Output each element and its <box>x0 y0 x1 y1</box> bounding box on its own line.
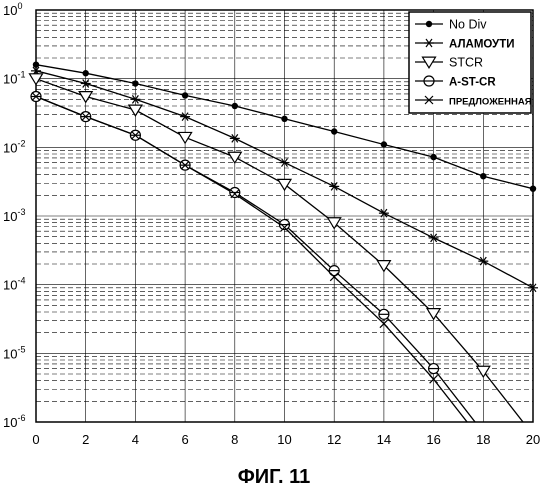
marker-triangle <box>30 74 43 85</box>
y-tick-base: 10 <box>3 278 17 293</box>
x-tick-label: 20 <box>526 432 540 447</box>
marker-dot <box>83 70 89 76</box>
legend-label: STCR <box>449 56 483 70</box>
legend-label: A-ST-CR <box>449 77 496 89</box>
y-tick-base: 10 <box>3 3 17 18</box>
marker-dot <box>480 173 486 179</box>
data-point <box>430 154 436 160</box>
data-point <box>30 74 43 85</box>
marker-triangle <box>179 132 192 143</box>
y-tick-exponent: -2 <box>17 138 25 148</box>
x-tick-label: 16 <box>426 432 440 447</box>
y-tick-exponent: -5 <box>17 344 25 354</box>
y-tick-label: 10-2 <box>3 138 25 155</box>
x-tick-label: 6 <box>181 432 188 447</box>
data-point <box>530 185 536 191</box>
marker-dot <box>430 154 436 160</box>
figure-caption: ФИГ. 11 <box>0 466 548 489</box>
x-tick-label: 2 <box>82 432 89 447</box>
data-point <box>427 309 440 320</box>
data-point <box>230 187 240 197</box>
ber-chart: 02468101214161820 10-610-510-410-310-210… <box>0 0 548 466</box>
data-point <box>132 80 138 86</box>
y-tick-exponent: -4 <box>17 276 25 286</box>
data-point <box>381 141 387 147</box>
y-tick-label: 100 <box>3 1 22 18</box>
marker-dot <box>530 185 536 191</box>
y-tick-base: 10 <box>3 346 17 361</box>
data-point <box>281 116 287 122</box>
x-tick-label: 12 <box>327 432 341 447</box>
x-tick-label: 14 <box>377 432 391 447</box>
x-tick-label: 4 <box>132 432 139 447</box>
data-point <box>83 70 89 76</box>
marker-dot <box>132 80 138 86</box>
data-point <box>232 103 238 109</box>
x-tick-label: 0 <box>32 432 39 447</box>
x-tick-label: 18 <box>476 432 490 447</box>
data-point <box>331 128 337 134</box>
marker-triangle <box>228 152 241 163</box>
legend-marker <box>426 21 432 27</box>
y-tick-exponent: -6 <box>17 413 25 423</box>
y-tick-exponent: 0 <box>17 1 22 11</box>
marker-triangle <box>427 309 440 320</box>
marker-dot <box>281 116 287 122</box>
y-tick-label: 10-4 <box>3 276 25 293</box>
data-point <box>480 173 486 179</box>
legend-label: АЛАМОУТИ <box>449 39 515 51</box>
y-tick-exponent: -3 <box>17 207 25 217</box>
marker-dot <box>182 92 188 98</box>
y-tick-base: 10 <box>3 72 17 87</box>
y-axis: 10-610-510-410-310-210-1100 <box>3 1 25 430</box>
marker-dot <box>232 103 238 109</box>
x-axis: 0 2 4 6 8 10 12 14 16 18 20 <box>32 432 540 447</box>
marker-triangle <box>477 366 490 377</box>
data-point <box>228 152 241 163</box>
x-tick-label: 10 <box>277 432 291 447</box>
legend: No Div АЛАМОУТИ STCR A-ST-CR ПРЕДЛОЖЕННАЯ <box>409 12 532 113</box>
data-point <box>129 105 142 116</box>
legend-label: ПРЕДЛОЖЕННАЯ <box>449 97 532 108</box>
y-tick-label: 10-6 <box>3 413 25 430</box>
marker-dot <box>381 141 387 147</box>
y-tick-exponent: -1 <box>17 70 25 80</box>
y-tick-label: 10-5 <box>3 344 25 361</box>
data-point <box>179 132 192 143</box>
y-tick-label: 10-1 <box>3 70 25 87</box>
data-point <box>182 92 188 98</box>
y-tick-base: 10 <box>3 415 17 430</box>
data-point <box>379 309 389 319</box>
data-point <box>429 364 439 374</box>
x-tick-label: 8 <box>231 432 238 447</box>
legend-label: No Div <box>449 18 487 32</box>
marker-dot <box>426 21 432 27</box>
y-tick-base: 10 <box>3 140 17 155</box>
y-tick-base: 10 <box>3 209 17 224</box>
data-point <box>477 366 490 377</box>
data-point <box>79 92 92 103</box>
legend-marker <box>424 76 434 86</box>
marker-triangle <box>129 105 142 116</box>
marker-dot <box>331 128 337 134</box>
marker-triangle <box>79 92 92 103</box>
y-tick-label: 10-3 <box>3 207 25 224</box>
